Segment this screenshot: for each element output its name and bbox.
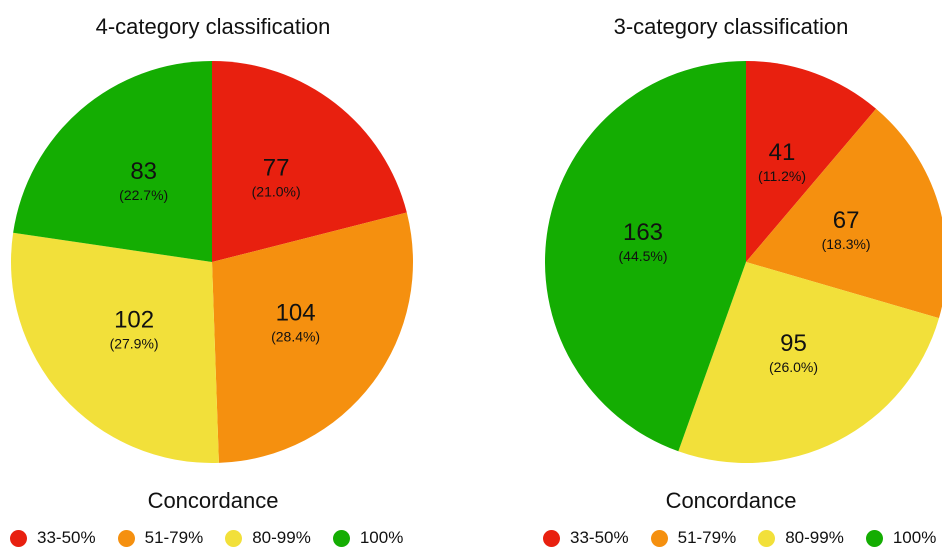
legend-item-33-50: 33-50% [543, 528, 629, 548]
slice-percent-label: (28.4%) [271, 329, 320, 345]
slice-value-label: 77 [263, 154, 290, 181]
legend-item-51-79: 51-79% [650, 528, 737, 548]
slice-value-label: 67 [833, 207, 860, 234]
pie-chart-4-category: 77 (21.0%) 104 (28.4%) 102 (27.9%) 83 (22.7%) [10, 60, 413, 463]
pie-slice-100 [545, 61, 746, 452]
legend-label: 80-99% [785, 528, 844, 547]
slice-percent-label: (27.9%) [110, 336, 159, 352]
legend-item-100: 100% [332, 528, 404, 548]
slice-percent-label: (26.0%) [769, 359, 818, 375]
legend-swatch-80-99 [225, 529, 243, 547]
chart-title: 3-category classification [613, 14, 849, 39]
legend-title: Concordance [665, 488, 797, 513]
legend-swatch-100 [865, 529, 883, 547]
legend-label: 80-99% [252, 528, 311, 547]
legend-swatch-80-99 [758, 529, 776, 547]
legend-label: 51-79% [144, 528, 204, 547]
slice-percent-label: (21.0%) [252, 183, 301, 199]
legend-item-51-79: 51-79% [117, 528, 204, 548]
legend-swatch-33-50 [543, 529, 560, 547]
legend-label: 33-50% [37, 528, 96, 547]
slice-value-label: 83 [130, 158, 157, 185]
legend-swatch-51-79 [650, 529, 668, 547]
legend-label: 51-79% [677, 528, 737, 547]
legend: 33-50% 51-79% 80-99% 100% [10, 528, 425, 548]
pie-slice-80-99 [678, 262, 939, 464]
legend-item-80-99: 80-99% [225, 528, 311, 548]
legend-title: Concordance [147, 488, 279, 513]
legend-label: 100% [892, 528, 937, 547]
slice-value-label: 163 [623, 219, 663, 246]
chart-panel-3-category: 3-category classification 41 (11.2%) 67 (18… [471, 0, 942, 549]
legend-label: 100% [359, 528, 404, 547]
legend-item-100: 100% [865, 528, 937, 548]
chart-title: 4-category classification [95, 14, 331, 39]
legend-swatch-51-79 [117, 529, 135, 547]
slice-percent-label: (18.3%) [822, 236, 871, 252]
slice-value-label: 41 [769, 139, 796, 166]
pie-slice-100 [13, 60, 213, 263]
chart-panel-4-category: 4-category classification 77 (21.0%) 104 (2… [10, 14, 425, 548]
pie-slice-33-50 [746, 61, 877, 262]
legend-item-80-99: 80-99% [758, 528, 844, 548]
legend: 33-50% 51-79% 80-99% 100% [543, 528, 942, 548]
pie-slice-80-99 [10, 232, 219, 463]
pie-slice-51-79 [212, 212, 413, 463]
legend-swatch-33-50 [10, 529, 27, 547]
legend-swatch-100 [332, 529, 350, 547]
pie-slice-33-50 [212, 61, 407, 262]
slice-value-label: 102 [114, 307, 154, 334]
slice-percent-label: (11.2%) [758, 168, 806, 184]
slice-value-label: 95 [780, 330, 807, 357]
slice-value-label: 104 [276, 300, 316, 327]
pie-slice-51-79 [746, 108, 942, 319]
legend-item-33-50: 33-50% [10, 528, 96, 548]
legend-label: 33-50% [570, 528, 629, 547]
pie-chart-3-category: 41 (11.2%) 67 (18.3%) 95 (26.0%) 163 (44.5%) [545, 61, 942, 464]
slice-percent-label: (22.7%) [119, 187, 168, 203]
slice-percent-label: (44.5%) [619, 248, 668, 264]
